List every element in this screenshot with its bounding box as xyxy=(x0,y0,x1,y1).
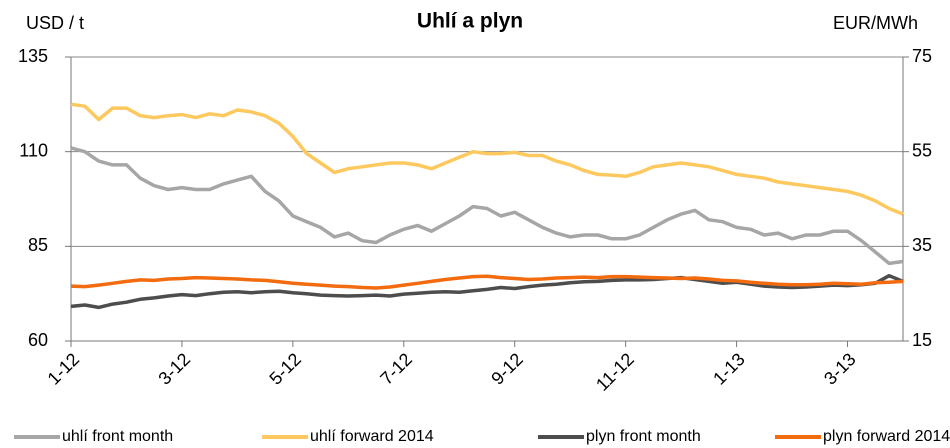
legend-label: plyn forward 2014 xyxy=(823,428,950,445)
legend-label: plyn front month xyxy=(586,428,701,445)
x-tick-label: 1-12 xyxy=(44,349,84,389)
chart-title: Uhlí a plyn xyxy=(417,10,523,33)
y-tick-label: 135 xyxy=(18,46,48,66)
y2-tick-label: 35 xyxy=(912,235,932,255)
legend-label: uhlí forward 2014 xyxy=(310,428,434,445)
y2-axis-label: EUR/MWh xyxy=(833,13,918,33)
x-tick-label: 1-13 xyxy=(709,349,749,389)
x-tick-label: 11-12 xyxy=(592,349,638,395)
series-line xyxy=(70,146,904,266)
y2-tick-label: 75 xyxy=(912,46,932,66)
y-axis-label: USD / t xyxy=(26,13,84,33)
y-tick-label: 110 xyxy=(19,140,48,160)
y-tick-label: 60 xyxy=(28,330,48,350)
series-line xyxy=(70,273,904,310)
y2-tick-label: 15 xyxy=(912,330,932,350)
series-line xyxy=(70,102,904,216)
y2-tick-label: 55 xyxy=(912,140,932,160)
x-tick-label: 5-12 xyxy=(265,349,305,389)
x-tick-label: 7-12 xyxy=(376,349,416,389)
y-tick-label: 85 xyxy=(28,235,48,255)
x-tick-label: 3-12 xyxy=(155,349,195,389)
x-tick-label: 3-13 xyxy=(820,349,860,389)
x-tick-label: 9-12 xyxy=(487,349,527,389)
legend-label: uhlí front month xyxy=(62,428,173,445)
series-line xyxy=(70,274,904,290)
